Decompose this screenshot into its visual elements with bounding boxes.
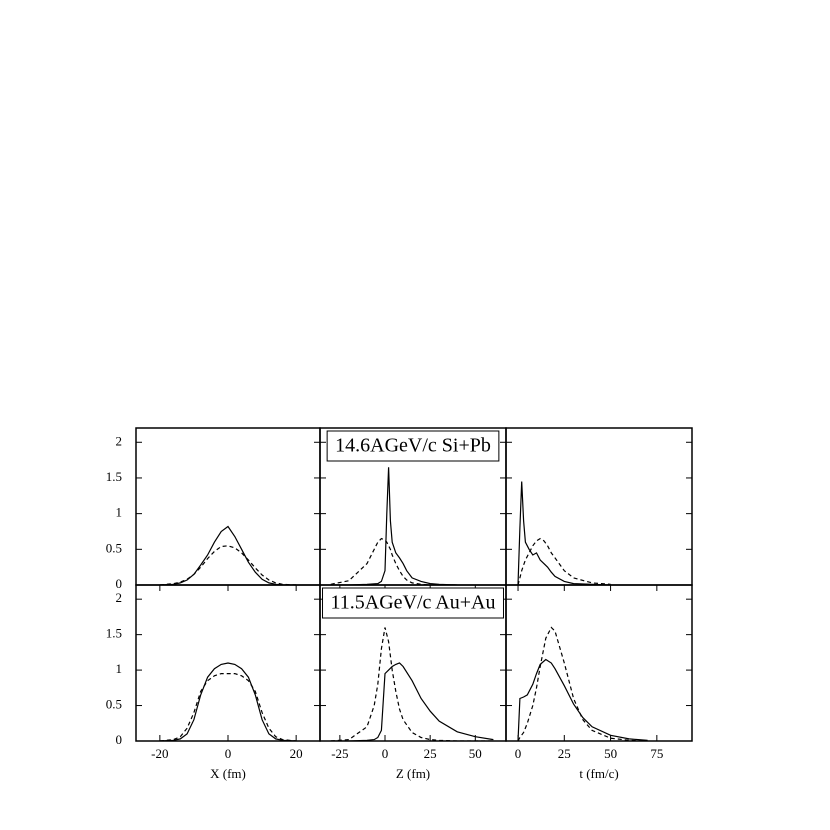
y-tick-label: 2 <box>116 590 123 605</box>
panel-frame <box>505 584 693 742</box>
x-tick-label: 75 <box>650 746 663 761</box>
title-box <box>326 430 500 462</box>
series-line <box>517 481 611 585</box>
y-tick-label: 0.5 <box>106 697 122 712</box>
series-line <box>330 662 494 741</box>
panel-frame <box>135 427 321 586</box>
series-line <box>517 537 611 585</box>
x-tick-label: -25 <box>331 746 348 761</box>
series-line <box>159 662 297 741</box>
y-tick-label: 2 <box>116 433 123 448</box>
x-tick-label: 25 <box>558 746 571 761</box>
series-line <box>330 627 494 741</box>
x-axis-label: X (fm) <box>210 766 246 781</box>
x-axis-label: t (fm/c) <box>579 766 618 781</box>
x-tick-label: 50 <box>469 746 482 761</box>
panel-title: 14.6AGeV/c Si+Pb <box>335 435 491 457</box>
y-tick-label: 0 <box>116 576 123 591</box>
series-line <box>159 525 297 585</box>
x-tick-label: 20 <box>290 746 303 761</box>
y-tick-label: 1 <box>116 661 123 676</box>
x-tick-label: -20 <box>151 746 168 761</box>
series-line <box>159 673 297 741</box>
x-tick-label: 0 <box>225 746 232 761</box>
y-tick-label: 1 <box>116 505 123 520</box>
y-tick-label: 0.5 <box>106 540 122 555</box>
x-axis-label: Z (fm) <box>396 766 430 781</box>
y-tick-label: 0 <box>116 732 123 747</box>
x-tick-label: 50 <box>604 746 617 761</box>
panel-title: 11.5AGeV/c Au+Au <box>331 592 496 614</box>
series-line <box>159 545 297 585</box>
y-tick-label: 1.5 <box>106 626 122 641</box>
y-tick-label: 1.5 <box>106 469 122 484</box>
x-tick-label: 0 <box>382 746 389 761</box>
series-line <box>330 467 458 585</box>
x-tick-label: 25 <box>424 746 437 761</box>
series-line <box>330 537 458 585</box>
series-line <box>517 626 648 741</box>
title-box <box>322 587 504 619</box>
x-tick-label: 0 <box>515 746 522 761</box>
series-line <box>517 658 648 741</box>
panel-frame <box>505 427 693 586</box>
